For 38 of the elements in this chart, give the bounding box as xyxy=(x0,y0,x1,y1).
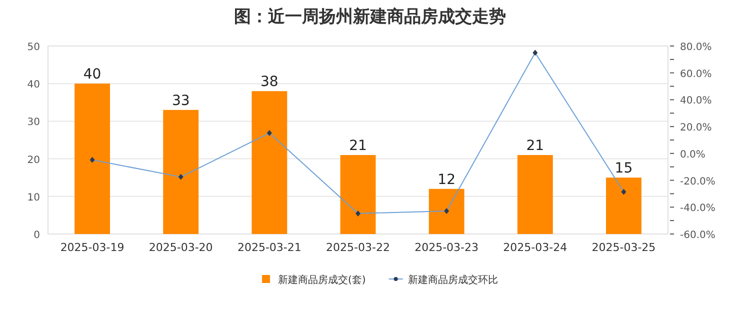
x-tick-label: 2025-03-25 xyxy=(592,241,656,254)
data-label: 38 xyxy=(260,74,278,90)
y2-tick-label: 0.0% xyxy=(680,149,706,160)
x-tick-label: 2025-03-23 xyxy=(414,241,479,254)
data-label: 21 xyxy=(349,138,367,154)
data-label: 40 xyxy=(83,66,102,83)
data-label: 12 xyxy=(438,172,456,188)
x-tick-label: 2025-03-24 xyxy=(503,241,568,254)
bar xyxy=(428,188,464,234)
y2-tick-label: 60.0% xyxy=(680,68,712,80)
x-tick-label: 2025-03-19 xyxy=(60,241,124,254)
y-tick-label: 10 xyxy=(27,192,40,204)
y2-tick-label: 20.0% xyxy=(680,122,712,134)
y-tick-label: 40 xyxy=(27,80,40,91)
bar xyxy=(163,110,199,234)
bar xyxy=(340,155,376,234)
x-tick-label: 2025-03-22 xyxy=(326,241,390,254)
y2-tick-label: -40.0% xyxy=(680,203,716,214)
bar xyxy=(74,84,110,234)
bar xyxy=(252,91,288,234)
y-tick-label: 50 xyxy=(27,42,40,53)
data-label: 15 xyxy=(614,160,633,177)
bar xyxy=(606,178,642,234)
data-label: 21 xyxy=(526,138,544,154)
chart-title: 图：近一周扬州新建商品房成交走势 xyxy=(234,7,506,27)
legend-label: 新建商品房成交(套) xyxy=(278,274,366,286)
y-tick-label: 0 xyxy=(34,230,40,241)
y2-tick-label: 80.0% xyxy=(680,42,712,53)
y2-tick-label: -60.0% xyxy=(680,230,716,241)
bar xyxy=(517,155,553,234)
y-tick-label: 20 xyxy=(27,154,40,166)
data-label: 33 xyxy=(172,92,190,109)
y-tick-label: 30 xyxy=(27,117,40,128)
y2-tick-label: -20.0% xyxy=(680,176,716,188)
x-tick-label: 2025-03-21 xyxy=(237,241,302,254)
x-tick-label: 2025-03-20 xyxy=(148,241,213,254)
legend-label: 新建商品房成交环比 xyxy=(408,274,498,286)
y2-tick-label: 40.0% xyxy=(680,96,712,107)
